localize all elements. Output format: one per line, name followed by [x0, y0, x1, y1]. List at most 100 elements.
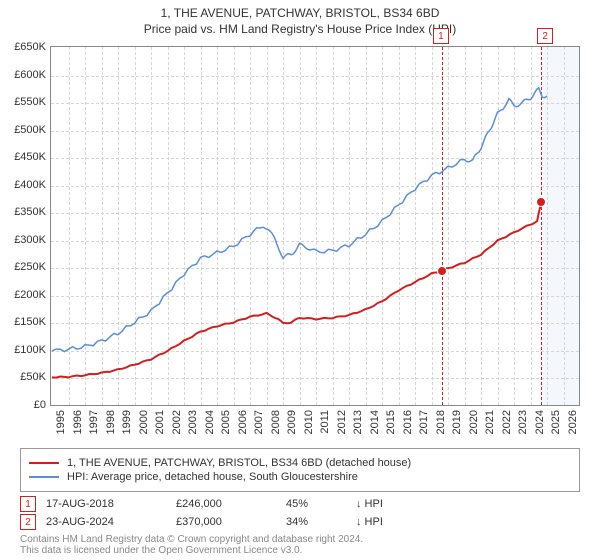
- gridline-v: [85, 47, 86, 405]
- gridline-v: [366, 47, 367, 405]
- xtick-label: 2008: [270, 410, 282, 434]
- event-dot-1: [437, 266, 447, 276]
- xtick-label: 2011: [319, 410, 331, 434]
- footer-line2: This data is licensed under the Open Gov…: [20, 545, 580, 556]
- gridline-v: [168, 47, 169, 405]
- ytick-label: £450K: [6, 151, 46, 163]
- xtick-label: 2015: [385, 410, 397, 434]
- gridline-h: [51, 213, 579, 214]
- event-vline: [442, 47, 443, 405]
- gridline-v: [531, 47, 532, 405]
- gridline-v: [382, 47, 383, 405]
- legend-label: 1, THE AVENUE, PATCHWAY, BRISTOL, BS34 6…: [67, 457, 411, 469]
- ytick-label: £650K: [6, 41, 46, 53]
- row-marker: 2: [20, 514, 36, 530]
- row-pct: 45%: [286, 498, 346, 510]
- ytick-label: £300K: [6, 234, 46, 246]
- legend-row-property: 1, THE AVENUE, PATCHWAY, BRISTOL, BS34 6…: [29, 457, 571, 469]
- table-row: 223-AUG-2024£370,00034%↓ HPI: [20, 514, 580, 530]
- ytick-label: £150K: [6, 316, 46, 328]
- event-vline: [541, 47, 542, 405]
- gridline-v: [201, 47, 202, 405]
- gridline-v: [316, 47, 317, 405]
- ytick-label: £200K: [6, 289, 46, 301]
- row-dir: ↓ HPI: [356, 516, 383, 528]
- xtick-label: 2019: [451, 410, 463, 434]
- legend-row-hpi: HPI: Average price, detached house, Sout…: [29, 471, 571, 483]
- gridline-v: [498, 47, 499, 405]
- ytick-label: £50K: [6, 371, 46, 383]
- legend-swatch: [29, 462, 59, 464]
- xtick-label: 2017: [418, 410, 430, 434]
- gridline-v: [415, 47, 416, 405]
- xtick-label: 2012: [336, 410, 348, 434]
- gridline-h: [51, 351, 579, 352]
- ytick-label: £350K: [6, 206, 46, 218]
- gridline-v: [399, 47, 400, 405]
- gridline-v: [69, 47, 70, 405]
- xtick-label: 1998: [105, 410, 117, 434]
- plot-area: [50, 46, 580, 406]
- row-date: 17-AUG-2018: [46, 498, 166, 510]
- ytick-label: £400K: [6, 179, 46, 191]
- ytick-label: £600K: [6, 69, 46, 81]
- gridline-h: [51, 76, 579, 77]
- xtick-label: 2002: [171, 410, 183, 434]
- xtick-label: 2009: [286, 410, 298, 434]
- title-main: 1, THE AVENUE, PATCHWAY, BRISTOL, BS34 6…: [0, 6, 600, 20]
- gridline-h: [51, 378, 579, 379]
- xtick-label: 2018: [435, 410, 447, 434]
- gridline-v: [432, 47, 433, 405]
- gridline-v: [151, 47, 152, 405]
- gridline-v: [333, 47, 334, 405]
- event-dot-2: [536, 197, 546, 207]
- xtick-label: 2001: [154, 410, 166, 434]
- xtick-label: 2023: [517, 410, 529, 434]
- xtick-label: 1996: [72, 410, 84, 434]
- xtick-label: 2013: [352, 410, 364, 434]
- gridline-v: [267, 47, 268, 405]
- gridline-v: [547, 47, 548, 405]
- gridline-v: [135, 47, 136, 405]
- gridline-v: [448, 47, 449, 405]
- footer-line1: Contains HM Land Registry data © Crown c…: [20, 534, 580, 545]
- gridline-h: [51, 158, 579, 159]
- ytick-label: £100K: [6, 344, 46, 356]
- gridline-h: [51, 103, 579, 104]
- row-price: £370,000: [176, 516, 276, 528]
- legend: 1, THE AVENUE, PATCHWAY, BRISTOL, BS34 6…: [20, 448, 580, 492]
- ytick-label: £550K: [6, 96, 46, 108]
- legend-swatch: [29, 476, 59, 478]
- gridline-v: [283, 47, 284, 405]
- legend-label: HPI: Average price, detached house, Sout…: [67, 471, 358, 483]
- xtick-label: 2004: [204, 410, 216, 434]
- xtick-label: 2020: [468, 410, 480, 434]
- title-sub: Price paid vs. HM Land Registry's House …: [0, 22, 600, 36]
- row-price: £246,000: [176, 498, 276, 510]
- ytick-label: £250K: [6, 261, 46, 273]
- xtick-label: 1997: [88, 410, 100, 434]
- xtick-label: 2014: [369, 410, 381, 434]
- xtick-label: 2021: [484, 410, 496, 434]
- gridline-h: [51, 296, 579, 297]
- row-pct: 34%: [286, 516, 346, 528]
- gridline-h: [51, 268, 579, 269]
- gridline-v: [481, 47, 482, 405]
- xtick-label: 2016: [402, 410, 414, 434]
- gridline-v: [514, 47, 515, 405]
- gridline-h: [51, 241, 579, 242]
- xtick-label: 2005: [220, 410, 232, 434]
- event-marker-1: 1: [433, 28, 449, 44]
- xtick-label: 2003: [187, 410, 199, 434]
- event-marker-2: 2: [537, 28, 553, 44]
- gridline-h: [51, 186, 579, 187]
- table-row: 117-AUG-2018£246,00045%↓ HPI: [20, 496, 580, 512]
- xtick-label: 2022: [501, 410, 513, 434]
- gridline-v: [250, 47, 251, 405]
- ytick-label: £0: [6, 399, 46, 411]
- gridline-v: [465, 47, 466, 405]
- gridline-v: [300, 47, 301, 405]
- row-marker: 1: [20, 496, 36, 512]
- gridline-h: [51, 131, 579, 132]
- events-table: 117-AUG-2018£246,00045%↓ HPI223-AUG-2024…: [20, 494, 580, 532]
